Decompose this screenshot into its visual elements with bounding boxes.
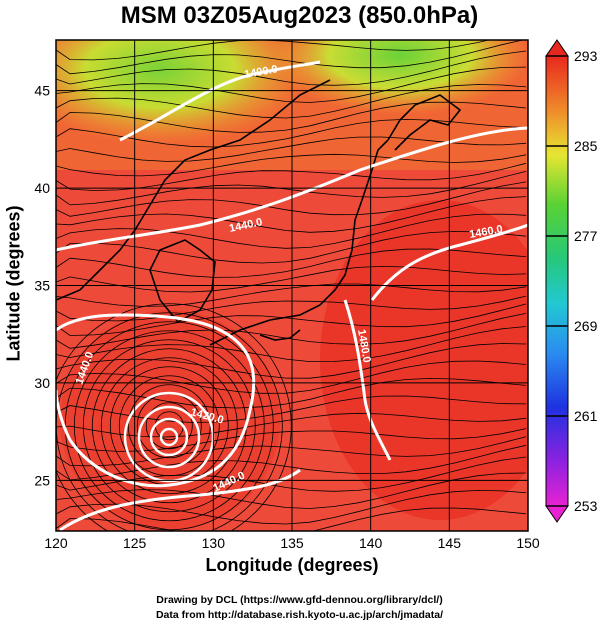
streamline [56,196,527,233]
y-tick-label: 45 [34,83,50,99]
streamline [56,360,527,394]
streamline-ring [73,330,265,522]
streamline [56,101,527,133]
plot-frame [55,39,529,532]
x-axis-label: Longitude (degrees) [205,555,379,575]
x-tick-label: 130 [202,535,226,551]
streamline [56,428,527,452]
x-tick-label: 140 [359,535,383,551]
colorbar: 293 285 277 269 261 253 [545,39,598,523]
streamline [56,326,527,363]
streamline [56,230,527,264]
streamline [56,153,527,177]
credit-drawing: Drawing by DCL (https://www.gfd-dennou.o… [156,594,443,606]
streamline-ring [56,303,292,531]
x-tick-label: 125 [123,535,147,551]
colorbar-tick-label: 253 [574,498,598,514]
streamline-ring [145,402,193,450]
y-tick-labels: 25 30 35 40 45 [34,83,50,489]
grid-lines [56,40,528,531]
streamline [56,436,527,467]
streamline-ring [100,357,238,495]
colorbar-bottom-arrow [545,505,569,523]
y-tick-label: 30 [34,375,50,391]
contour-label: 1480.0 [355,328,373,363]
streamline [56,40,525,75]
streamline [56,507,527,531]
geopotential-contours [56,60,528,531]
temperature-field [56,40,528,531]
colorbar-top-arrow [545,39,569,57]
streamline [56,171,527,206]
streamline [56,283,527,307]
streamline [56,343,527,379]
x-tick-label: 150 [516,535,540,551]
x-tick-label: 135 [280,535,304,551]
coastlines [56,79,462,346]
streamline [56,181,527,217]
streamline [56,472,527,509]
y-tick-label: 40 [34,180,50,196]
x-tick-label: 145 [438,535,462,551]
streamline [56,295,527,322]
colorbar-tick-label: 269 [574,318,598,334]
streamline [56,213,527,249]
colorbar-tick-label: 285 [574,138,598,154]
streamline [56,50,527,86]
credit-data: Data from http://database.rish.kyoto-u.a… [155,609,444,621]
colorbar-tick-label: 293 [574,48,598,64]
streamline [56,377,527,409]
streamline [56,66,527,103]
streamline [56,84,527,119]
colorbar-tick-label: 261 [574,408,598,424]
chart-title: MSM 03Z05Aug2023 (850.0hPa) [120,2,479,29]
streamline [56,162,527,191]
y-tick-label: 35 [34,278,50,294]
y-tick-label: 25 [34,472,50,488]
streamline [56,40,491,61]
x-tick-labels: 120 125 130 135 140 145 150 [44,535,540,551]
streamline [56,395,527,423]
streamline [56,444,527,481]
streamline [56,265,527,293]
colorbar-tick-label: 277 [574,228,598,244]
x-tick-label: 120 [44,535,68,551]
y-axis-label: Latitude (degrees) [3,205,24,362]
contour-label: 1400.0 [243,63,278,81]
contour-label: 1460.0 [468,223,503,241]
